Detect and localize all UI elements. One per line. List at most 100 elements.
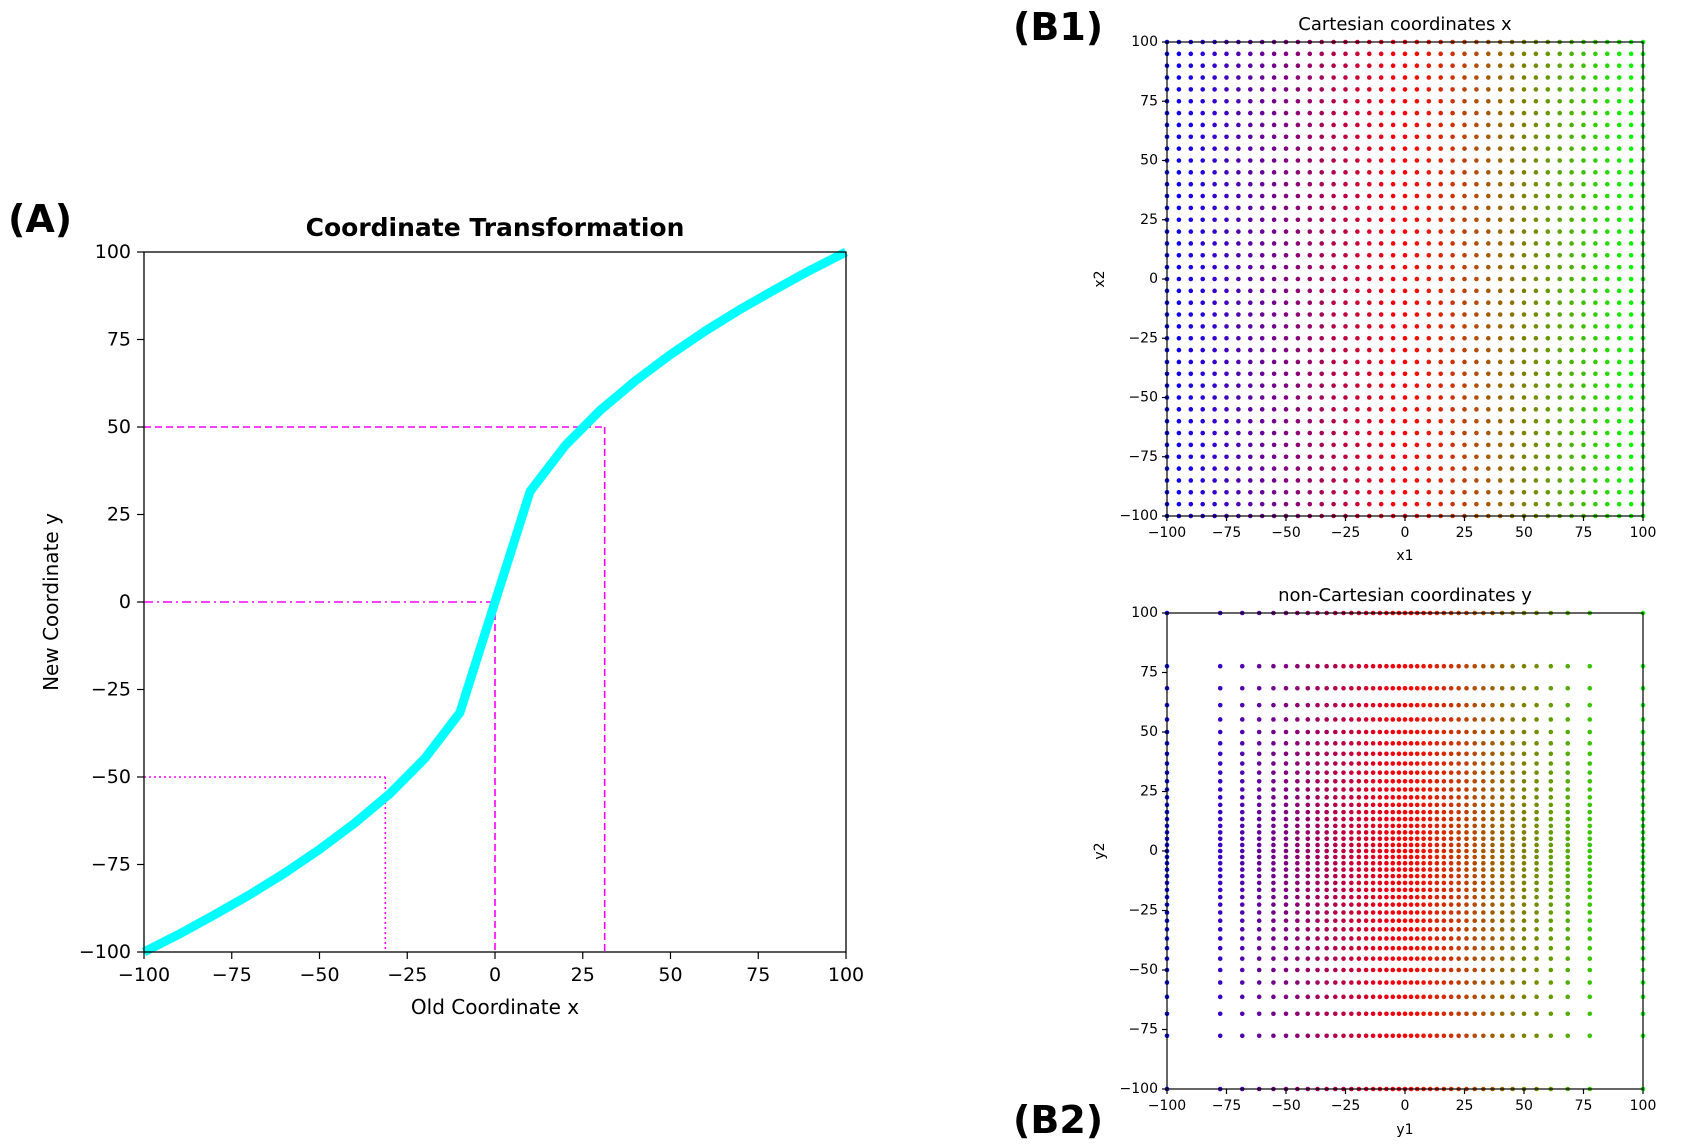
scatter-point [1315,880,1320,886]
scatter-point [1534,809,1539,815]
scatter-point [1396,770,1402,775]
scatter-point [1256,778,1262,784]
scatter-point [1307,335,1313,341]
scatter-point [1377,994,1383,1000]
scatter-point [1434,945,1440,951]
scatter-point [1616,276,1622,282]
scatter-point [1305,867,1311,872]
scatter-point [1426,63,1432,68]
x-tick-label: 75 [746,964,770,986]
scatter-point [1295,770,1300,775]
scatter-point [1521,170,1527,175]
scatter-point [1464,854,1469,860]
scatter-point [1510,854,1515,860]
scatter-point [1557,51,1562,57]
scatter-point [1295,418,1301,424]
scatter-point [1305,854,1311,860]
scatter-point [1363,802,1369,808]
scatter-point [1521,312,1527,317]
scatter-point [1587,918,1593,924]
scatter-point [1448,994,1454,1000]
scatter-point [1474,241,1479,246]
scatter-point [1370,967,1376,973]
scatter-point [1448,854,1454,860]
scatter-point [1305,702,1311,708]
scatter-point [1472,936,1478,941]
scatter-point [1396,787,1402,792]
scatter-point [1331,288,1336,294]
scatter-point [1307,217,1313,223]
scatter-point [1224,110,1229,116]
scatter-point [1414,383,1420,388]
scatter-point [1421,887,1426,893]
scatter-point [1390,371,1396,377]
scatter-point [1462,418,1467,424]
scatter-point [1408,873,1414,879]
scatter-point [1390,359,1396,365]
scatter-point [1307,51,1313,57]
scatter-point [1441,967,1447,973]
scatter-point [1341,910,1346,915]
scatter-point [1521,442,1527,448]
scatter-point [1548,860,1554,866]
scatter-point [1569,288,1574,294]
scatter-point [1324,787,1329,792]
scatter-point [1509,170,1515,175]
scatter-point [1456,741,1461,746]
scatter-point [1441,956,1447,961]
scatter-point [1224,454,1229,460]
scatter-point [1427,1011,1433,1017]
scatter-point [1581,264,1586,270]
scatter-point [1377,860,1383,866]
scatter-point [1448,663,1454,669]
scatter-point [1490,751,1495,757]
scatter-point [1414,860,1420,866]
scatter-point [1236,276,1241,282]
scatter-point [1490,918,1495,924]
scatter-point [1200,407,1205,412]
scatter-point [1448,1011,1454,1017]
scatter-point [1283,936,1289,941]
scatter-point [1212,395,1217,400]
scatter-point [1271,110,1277,116]
scatter-point [1319,454,1324,460]
scatter-point [1490,816,1495,822]
scatter-point [1456,685,1461,691]
scatter-point [1628,359,1634,365]
scatter-point [1271,994,1276,1000]
scatter-point [1472,729,1478,735]
scatter-point [1324,770,1329,775]
scatter-point [1534,842,1539,848]
scatter-point [1548,887,1554,893]
scatter-point [1581,51,1586,57]
scatter-point [1319,490,1324,495]
scatter-point [1569,146,1574,151]
scatter-point [1271,873,1276,879]
scatter-point [1259,478,1265,483]
scatter-point [1545,407,1551,412]
scatter-point [1490,795,1495,800]
scatter-point [1307,193,1313,199]
scatter-point [1521,217,1527,223]
scatter-point [1421,910,1426,915]
scatter-point [1212,51,1217,57]
scatter-point [1605,430,1610,436]
scatter-point [1533,253,1539,258]
scatter-point [1533,217,1539,223]
scatter-point [1176,418,1182,424]
scatter-point [1212,122,1217,128]
scatter-point [1628,478,1634,483]
chart-a-plot-area [141,247,849,957]
scatter-point [1370,902,1376,907]
scatter-point [1315,729,1320,735]
scatter-point [1283,1033,1289,1039]
scatter-point [1438,466,1443,471]
scatter-point [1271,241,1277,246]
scatter-point [1307,490,1313,495]
scatter-point [1534,887,1539,893]
scatter-point [1557,241,1562,246]
scatter-point [1239,751,1245,757]
scatter-point [1474,51,1479,57]
scatter-point [1212,158,1217,163]
scatter-point [1224,87,1229,92]
